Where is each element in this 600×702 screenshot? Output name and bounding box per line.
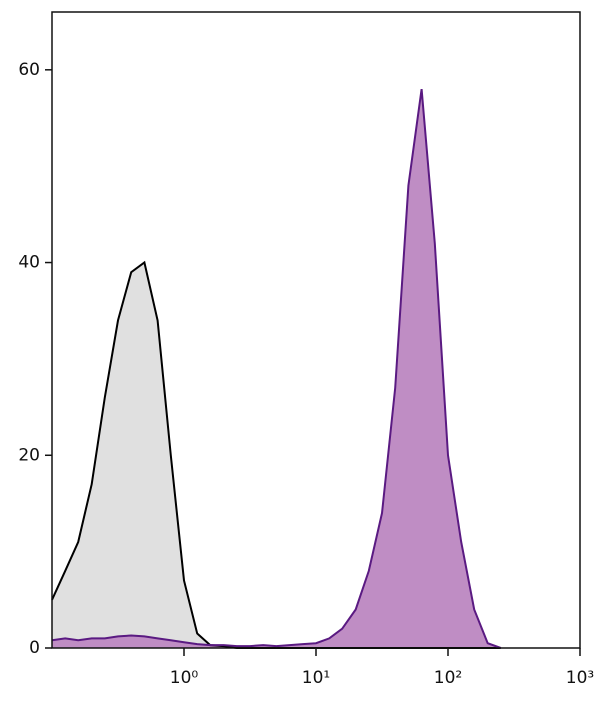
area-fill [52,89,501,649]
x-tick-label: 10² [434,668,462,688]
y-tick-label: 60 [18,60,40,80]
x-tick-label: 10³ [566,668,594,688]
y-tick-label: 0 [29,638,40,658]
area-line [51,88,502,649]
y-tick-label: 40 [18,253,40,273]
area-fill [52,262,501,648]
x-tick-label: 10¹ [302,668,330,688]
x-tick-label: 10⁰ [170,668,199,688]
y-tick-label: 20 [18,445,40,465]
